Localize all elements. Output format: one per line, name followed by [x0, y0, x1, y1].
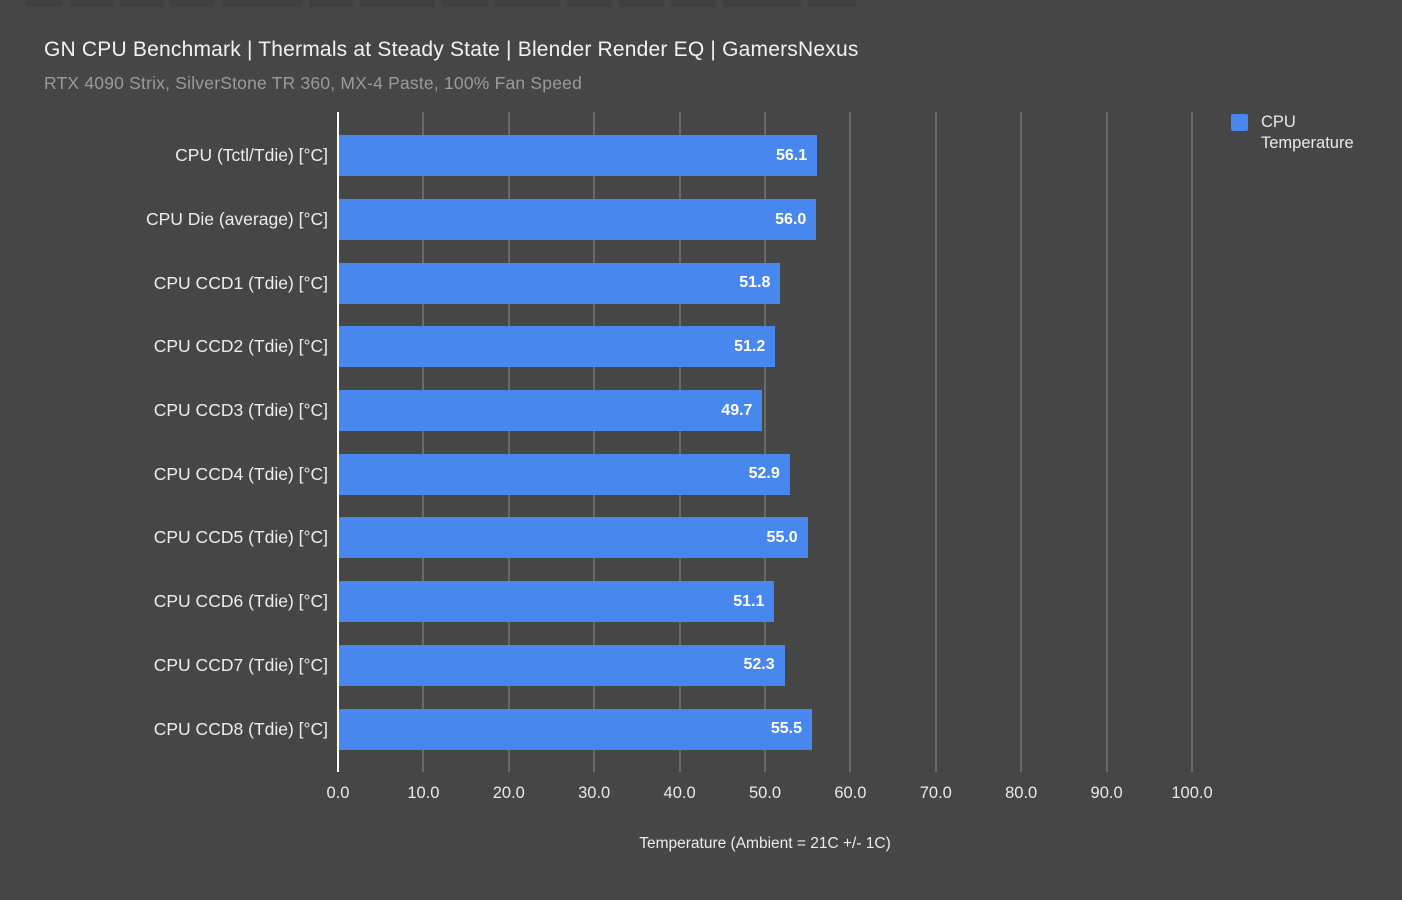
category-label: CPU CCD6 (Tdie) [°C] — [153, 591, 328, 612]
category-label: CPU (Tctl/Tdie) [°C] — [175, 145, 328, 166]
x-tick-label: 0.0 — [326, 784, 350, 802]
gridline — [679, 112, 681, 772]
category-label: CPU CCD7 (Tdie) [°C] — [153, 654, 328, 675]
gridline — [422, 112, 424, 772]
y-axis-line — [337, 112, 339, 772]
x-axis-title: Temperature (Ambient = 21C +/- 1C) — [639, 835, 891, 852]
x-tick-label: 30.0 — [578, 784, 611, 802]
gridlines — [337, 112, 1193, 772]
bar-value-label: 51.1 — [733, 592, 765, 610]
x-tick-label: 10.0 — [407, 784, 440, 802]
bar-value-label: 51.8 — [739, 274, 771, 292]
bar-row: CPU CCD5 (Tdie) [°C] 55.0 — [154, 506, 1192, 570]
gridline — [1191, 112, 1193, 772]
category-label: CPU CCD2 (Tdie) [°C] — [153, 336, 328, 357]
cropped-toolbar-strip — [0, 0, 1402, 8]
cropped-ui-artifact — [360, 0, 435, 7]
bar-value-label: 56.1 — [775, 146, 808, 164]
temperature-bar: 52.9 — [338, 453, 790, 495]
bar-row: CPU CCD6 (Tdie) [°C] 51.1 — [154, 570, 1192, 634]
temperature-bar: 51.2 — [338, 326, 776, 368]
legend-label: CPU Temperature — [1261, 113, 1354, 152]
gridline — [1020, 112, 1022, 772]
temperature-bar: 56.0 — [338, 199, 817, 241]
gridline — [849, 112, 851, 772]
bar-row: CPU Die (average) [°C] 56.0 — [146, 188, 1192, 252]
bar-row: CPU CCD4 (Tdie) [°C] 52.9 — [154, 442, 1192, 506]
cropped-ui-artifact — [309, 0, 353, 7]
bar-value-label: 55.5 — [770, 720, 802, 738]
cropped-ui-artifact — [120, 0, 164, 7]
gridline — [593, 112, 595, 772]
bar-row: CPU CCD1 (Tdie) [°C] 51.8 — [154, 251, 1192, 315]
legend-swatch-icon — [1231, 114, 1248, 131]
temperature-bar: 56.1 — [338, 135, 818, 177]
bar-row: CPU CCD8 (Tdie) [°C] 55.5 — [154, 697, 1192, 761]
temperature-bar: 55.0 — [338, 517, 808, 559]
cropped-ui-artifact — [70, 0, 114, 7]
chart-subtitle: RTX 4090 Strix, SilverStone TR 360, MX-4… — [44, 73, 582, 93]
x-tick-label: 50.0 — [748, 784, 782, 802]
x-tick-label: 20.0 — [492, 784, 525, 802]
bar-row: CPU CCD2 (Tdie) [°C] 51.2 — [154, 315, 1192, 379]
cropped-ui-artifact — [808, 0, 856, 7]
cropped-ui-artifact — [25, 0, 63, 7]
x-tick-label: 60.0 — [834, 784, 867, 802]
category-label: CPU CCD8 (Tdie) [°C] — [153, 718, 328, 739]
category-label: CPU Die (average) [°C] — [145, 209, 328, 230]
category-label: CPU CCD3 (Tdie) [°C] — [153, 400, 328, 421]
bar-value-label: 51.2 — [734, 337, 766, 355]
plot-area: CPU (Tctl/Tdie) [°C] 56.1 CPU Die (average… — [146, 112, 1193, 772]
x-tick-label: 70.0 — [919, 784, 952, 802]
bar-rows: CPU (Tctl/Tdie) [°C] 56.1 CPU Die (average… — [146, 112, 1192, 772]
cropped-ui-artifact — [222, 0, 302, 7]
temperature-bar: 49.7 — [338, 390, 763, 432]
cropped-ui-artifact — [671, 0, 716, 7]
bar-row: CPU CCD7 (Tdie) [°C] 52.3 — [154, 634, 1192, 698]
bar-row: CPU (Tctl/Tdie) [°C] 56.1 — [175, 124, 1192, 188]
bar-value-label: 52.3 — [743, 656, 775, 674]
gridline — [1106, 112, 1108, 772]
legend: CPU Temperature — [1231, 112, 1366, 154]
x-tick-label: 80.0 — [1005, 784, 1038, 802]
gridline — [508, 112, 510, 772]
category-label: CPU CCD4 (Tdie) [°C] — [153, 463, 328, 484]
x-tick-label: 100.0 — [1171, 784, 1213, 802]
cropped-ui-artifact — [494, 0, 560, 7]
bar-value-label: 52.9 — [748, 465, 780, 483]
bar-value-label: 55.0 — [766, 528, 798, 546]
temperature-bar: 51.1 — [338, 581, 775, 623]
x-tick-labels: 0.0 10.0 20.0 30.0 40.0 50.0 60.0 70.0 80.0 90.0 1… — [327, 784, 1213, 806]
cropped-ui-artifact — [567, 0, 612, 7]
cropped-ui-artifact — [619, 0, 664, 7]
bar-value-label: 56.0 — [775, 210, 807, 228]
chart-title: GN CPU Benchmark | Thermals at Steady St… — [44, 38, 859, 61]
temperature-bar: 51.8 — [338, 262, 781, 304]
temperature-bar: 55.5 — [338, 708, 812, 750]
gridline — [764, 112, 766, 772]
temperature-bar: 52.3 — [338, 644, 785, 686]
bar-value-label: 49.7 — [721, 401, 753, 419]
gridline — [935, 112, 937, 772]
cropped-ui-artifact — [170, 0, 214, 7]
x-tick-label: 40.0 — [663, 784, 696, 802]
category-label: CPU CCD1 (Tdie) [°C] — [153, 272, 328, 293]
category-label: CPU CCD5 (Tdie) [°C] — [153, 527, 328, 548]
cropped-ui-artifact — [723, 0, 801, 7]
cropped-ui-artifact — [442, 0, 488, 7]
bar-row: CPU CCD3 (Tdie) [°C] 49.7 — [154, 379, 1192, 443]
x-tick-label: 90.0 — [1090, 784, 1123, 802]
